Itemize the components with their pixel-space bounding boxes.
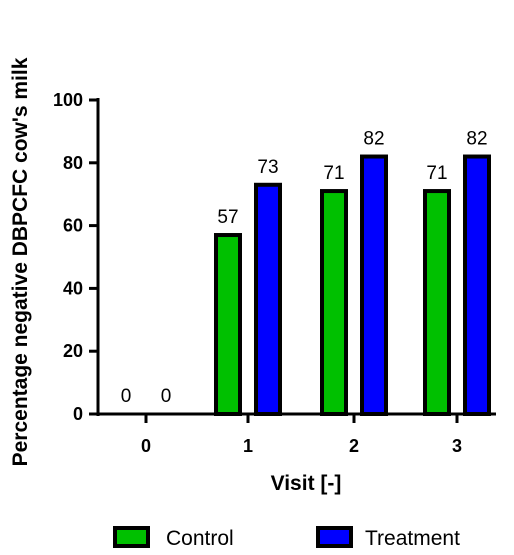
bar-treatment-visit-3 xyxy=(463,154,491,417)
legend: Control Treatment xyxy=(113,526,460,550)
y-tick-label-80: 80 xyxy=(63,153,83,173)
bar-treatment-visit-1 xyxy=(254,182,282,416)
bar-treatment-visit-2 xyxy=(360,154,388,417)
plot-area: 0 57 71 71 0 73 82 82 0 20 40 60 80 100 0 1 2 3 xyxy=(53,90,496,456)
data-label-control-visit-3: 71 xyxy=(426,163,447,184)
y-tick-label-0: 0 xyxy=(73,404,83,424)
data-label-control-visit-1: 57 xyxy=(217,207,238,228)
x-axis-title: Visit [-] xyxy=(271,472,342,495)
x-tick-label-1: 1 xyxy=(243,436,253,456)
y-tick-label-40: 40 xyxy=(63,278,83,298)
y-axis-title: Percentage negative DBPCFC cow's milk xyxy=(9,57,32,466)
legend-swatch-treatment xyxy=(316,526,353,548)
y-tick-label-100: 100 xyxy=(53,90,83,110)
data-label-treatment-visit-3: 82 xyxy=(466,129,487,150)
y-tick-label-60: 60 xyxy=(63,216,83,236)
data-label-treatment-visit-2: 82 xyxy=(363,129,384,150)
data-label-treatment-visit-0: 0 xyxy=(161,386,172,407)
data-label-control-visit-2: 71 xyxy=(323,163,344,184)
x-tick-label-3: 3 xyxy=(452,436,462,456)
legend-swatch-control xyxy=(113,526,150,548)
bar-control-visit-3 xyxy=(423,189,451,416)
x-tick-label-0: 0 xyxy=(141,436,151,456)
x-tick-label-2: 2 xyxy=(349,436,359,456)
legend-label-treatment: Treatment xyxy=(365,527,460,550)
data-label-control-visit-0: 0 xyxy=(121,386,132,407)
bar-control-visit-1 xyxy=(214,233,242,416)
legend-label-control: Control xyxy=(166,527,234,550)
y-tick-label-20: 20 xyxy=(63,341,83,361)
bar-control-visit-2 xyxy=(320,189,348,416)
data-label-treatment-visit-1: 73 xyxy=(257,157,278,178)
